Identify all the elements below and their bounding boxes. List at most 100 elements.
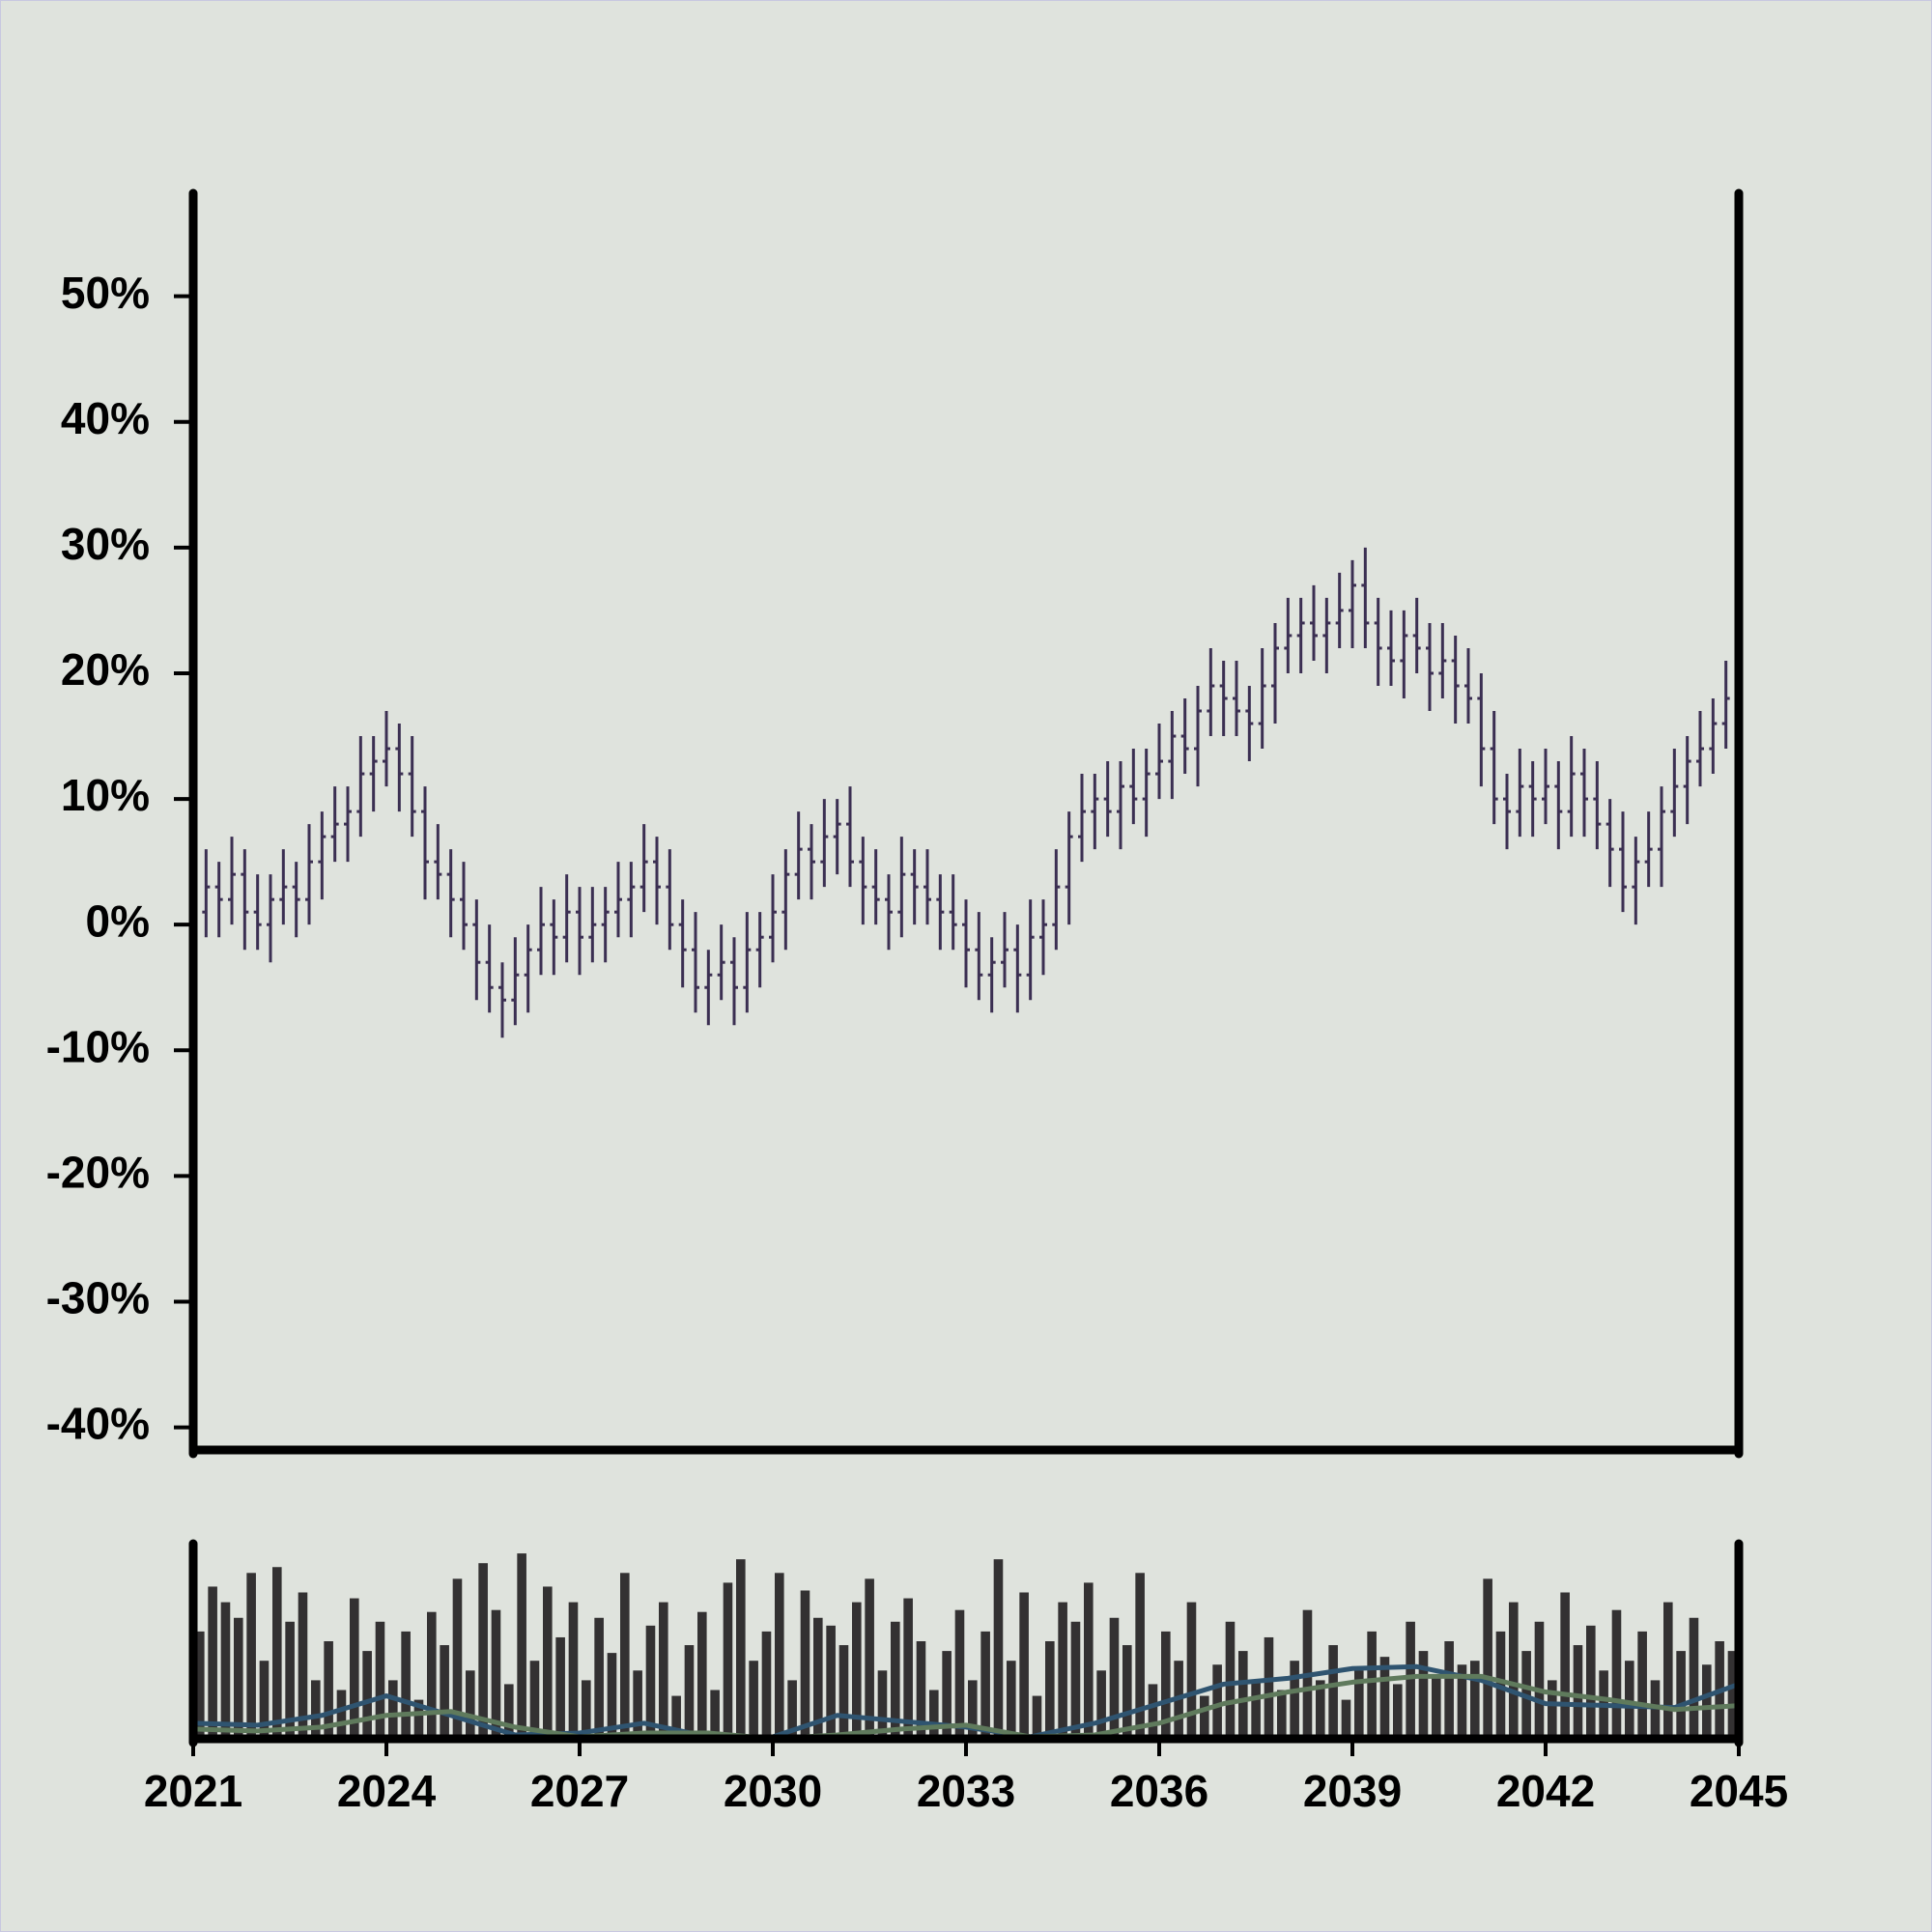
x-tick-label: 2021 bbox=[144, 1766, 242, 1816]
volume-bar bbox=[775, 1573, 784, 1739]
volume-bar bbox=[723, 1582, 733, 1739]
volume-bar bbox=[787, 1680, 797, 1739]
volume-bar bbox=[1444, 1641, 1454, 1739]
volume-bar bbox=[1637, 1631, 1647, 1739]
x-tick-label: 2027 bbox=[530, 1766, 629, 1816]
volume-bar bbox=[954, 1609, 965, 1739]
volume-bar bbox=[1070, 1621, 1081, 1739]
volume-bar bbox=[1277, 1690, 1287, 1739]
volume-bar bbox=[697, 1611, 707, 1739]
volume-bar bbox=[1650, 1680, 1661, 1739]
y-tick-label: 0% bbox=[86, 895, 150, 946]
volume-bar bbox=[1290, 1661, 1299, 1739]
volume-bar bbox=[1328, 1645, 1338, 1739]
volume-bar bbox=[865, 1578, 874, 1739]
volume-bar bbox=[1109, 1617, 1120, 1739]
volume-bar bbox=[272, 1567, 282, 1739]
volume-bar bbox=[1663, 1602, 1673, 1739]
volume-bar bbox=[401, 1631, 411, 1739]
volume-bar bbox=[234, 1617, 243, 1739]
volume-bar bbox=[1161, 1631, 1171, 1739]
volume-bar bbox=[208, 1586, 217, 1739]
volume-bar bbox=[645, 1625, 656, 1739]
y-tick-label: 20% bbox=[61, 644, 150, 695]
y-tick-label: 50% bbox=[61, 268, 150, 318]
volume-bar bbox=[761, 1631, 772, 1739]
volume-bar bbox=[555, 1636, 565, 1739]
volume-bar bbox=[1586, 1625, 1596, 1739]
volume-bar bbox=[736, 1559, 746, 1739]
volume-bar bbox=[1689, 1617, 1699, 1739]
y-tick-label: -40% bbox=[46, 1399, 150, 1449]
volume-bar bbox=[1007, 1661, 1016, 1739]
volume-bar bbox=[195, 1631, 205, 1739]
volume-bar bbox=[543, 1586, 553, 1739]
volume-bar bbox=[388, 1680, 398, 1739]
volume-bar bbox=[1096, 1670, 1106, 1739]
volume-bar bbox=[1379, 1657, 1390, 1739]
volume-bar bbox=[362, 1651, 372, 1739]
volume-bar bbox=[1135, 1573, 1145, 1739]
volume-bar bbox=[891, 1621, 900, 1739]
volume-bar bbox=[852, 1602, 862, 1739]
x-tick-label: 2039 bbox=[1303, 1766, 1402, 1816]
volume-bar bbox=[684, 1645, 695, 1739]
volume-bar bbox=[478, 1563, 488, 1739]
y-tick-label: -10% bbox=[46, 1021, 150, 1071]
volume-bar bbox=[1457, 1664, 1467, 1739]
volume-bar bbox=[813, 1617, 823, 1739]
volume-bar bbox=[1341, 1699, 1351, 1739]
volume-bar bbox=[285, 1621, 295, 1739]
volume-bar bbox=[1225, 1621, 1236, 1739]
volume-bar bbox=[1238, 1651, 1248, 1739]
volume-bar bbox=[246, 1573, 256, 1739]
volume-bar bbox=[1418, 1651, 1429, 1739]
x-tick-label: 2036 bbox=[1110, 1766, 1208, 1816]
volume-bar bbox=[929, 1690, 939, 1739]
volume-bar bbox=[1045, 1641, 1055, 1739]
y-tick-label: 40% bbox=[61, 393, 150, 443]
volume-bar bbox=[594, 1617, 604, 1739]
x-tick-label: 2024 bbox=[337, 1766, 437, 1816]
volume-bar bbox=[1393, 1684, 1403, 1739]
volume-bar bbox=[1354, 1670, 1364, 1739]
volume-bar bbox=[1367, 1631, 1377, 1739]
volume-bar bbox=[529, 1661, 540, 1739]
volume-bar bbox=[1148, 1684, 1158, 1739]
volume-bar bbox=[800, 1590, 810, 1739]
volume-bar bbox=[1702, 1664, 1712, 1739]
volume-bar bbox=[968, 1680, 978, 1739]
volume-bar bbox=[452, 1578, 463, 1739]
volume-bar bbox=[1470, 1661, 1480, 1739]
moving-average-line bbox=[192, 1673, 1740, 1742]
y-tick-label: -20% bbox=[46, 1148, 150, 1198]
volume-bar bbox=[877, 1670, 888, 1739]
volume-bar bbox=[427, 1611, 437, 1739]
volume-bar bbox=[375, 1621, 385, 1739]
volume-bar bbox=[659, 1602, 668, 1739]
volume-bar bbox=[942, 1651, 952, 1739]
x-tick-label: 2045 bbox=[1690, 1766, 1788, 1816]
volume-bar bbox=[916, 1641, 926, 1739]
x-tick-label: 2033 bbox=[917, 1766, 1015, 1816]
volume-bar bbox=[582, 1680, 591, 1739]
volume-bar bbox=[1316, 1680, 1325, 1739]
volume-bar bbox=[749, 1661, 758, 1739]
volume-bar bbox=[568, 1602, 579, 1739]
x-tick-label: 2042 bbox=[1496, 1766, 1595, 1816]
volume-bar bbox=[1534, 1621, 1545, 1739]
volume-bar bbox=[980, 1631, 990, 1739]
volume-bar bbox=[517, 1553, 526, 1739]
volume-bar bbox=[1483, 1578, 1492, 1739]
volume-bar bbox=[1186, 1602, 1197, 1739]
volume-bar bbox=[1573, 1645, 1583, 1739]
volume-bar bbox=[1625, 1661, 1634, 1739]
y-tick-label: -30% bbox=[46, 1273, 150, 1323]
x-tick-label: 2030 bbox=[724, 1766, 822, 1816]
volume-bar bbox=[1264, 1636, 1274, 1739]
volume-bar bbox=[491, 1609, 501, 1739]
volume-bar bbox=[1560, 1592, 1570, 1739]
volume-bar bbox=[413, 1699, 424, 1739]
